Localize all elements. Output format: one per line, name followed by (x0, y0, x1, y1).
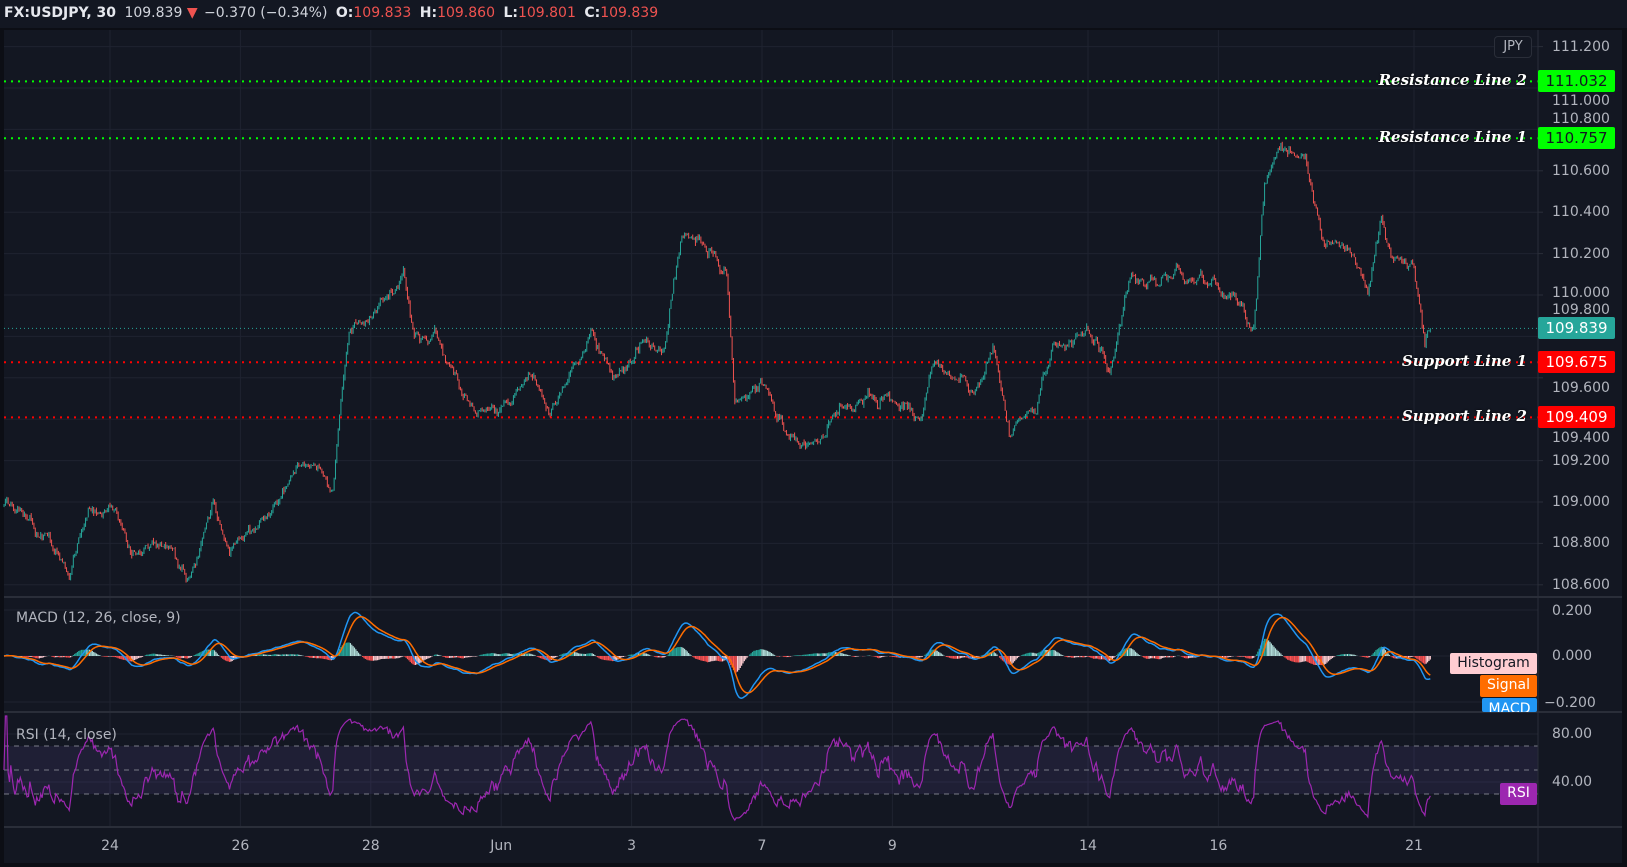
price-axis-label: 111.000 (1552, 93, 1610, 109)
level-label: Support Line 1 (1401, 352, 1527, 371)
time-axis-label: 9 (887, 838, 897, 854)
level-label: Resistance Line 2 (1378, 71, 1527, 90)
level-label: Support Line 2 (1401, 407, 1527, 426)
close-label: C: (584, 5, 601, 21)
current-price-box: 109.839 (1538, 317, 1615, 340)
time-axis-label: 16 (1209, 838, 1228, 854)
signal-line (3, 615, 1431, 694)
triangle-down-icon: ▼ (186, 5, 198, 21)
time-axis-label: Jun (490, 838, 513, 854)
macd-plot (3, 611, 1431, 699)
price-axis-label: 108.800 (1552, 535, 1610, 552)
time-axis-label: 24 (101, 838, 119, 854)
level-price-box: 109.675 (1538, 351, 1615, 374)
low-label: L: (503, 5, 518, 21)
time-axis-label: 14 (1079, 838, 1097, 854)
close-value: 109.839 (600, 5, 659, 21)
signal-legend: Signal (1480, 675, 1537, 697)
candles (3, 141, 1431, 583)
macd-line (3, 611, 1431, 699)
rsi-axis-label: 80.00 (1552, 726, 1593, 742)
price-axis-label: 110.800 (1552, 111, 1610, 127)
time-axis-label: 28 (361, 838, 380, 854)
level-price-box: 110.757 (1538, 127, 1615, 150)
rsi-axis-label: 40.00 (1552, 774, 1593, 790)
level-label: Resistance Line 1 (1378, 128, 1527, 147)
macd-axis-label: 0.200 (1552, 603, 1593, 619)
price-axis-label: 110.400 (1552, 204, 1610, 221)
chart-frame (4, 0, 1622, 863)
price-axis-label: 109.200 (1552, 452, 1610, 469)
price-axis-label: 110.600 (1552, 162, 1610, 179)
symbol-header: FX:USDJPY, 30 109.839 ▼ −0.370 (−0.34%) … (0, 0, 1627, 30)
price-axis-label: 109.000 (1552, 494, 1610, 510)
high-value: 109.860 (437, 5, 495, 21)
macd-legend: MACD (1482, 698, 1537, 712)
rsi-legend: RSI (1500, 783, 1537, 805)
pane-separators (4, 29, 1622, 863)
rsi-line (3, 715, 1431, 822)
histogram-legend: Histogram (1450, 653, 1537, 674)
open-value: 109.833 (353, 5, 412, 21)
time-axis-label: 3 (627, 838, 637, 854)
symbol-title[interactable]: FX:USDJPY, 30 (4, 5, 116, 21)
last-price: 109.839 (124, 5, 183, 21)
price-axis-label: 108.600 (1552, 576, 1610, 593)
high-label: H: (419, 5, 438, 21)
rsi-plot (3, 715, 1431, 822)
price-axis-label: 110.200 (1552, 245, 1610, 262)
macd-axis-label: −0.200 (1544, 695, 1596, 711)
grid (4, 30, 1543, 827)
price-axis-label: 111.200 (1552, 38, 1610, 55)
currency-badge[interactable]: JPY (1494, 36, 1532, 58)
time-axis-label: 26 (231, 838, 250, 854)
level-price-box: 111.032 (1538, 70, 1615, 93)
macd-title[interactable]: MACD (12, 26, close, 9) (16, 610, 181, 626)
time-axis-label: 7 (757, 838, 767, 854)
level-lines (4, 80, 1538, 419)
open-label: O: (335, 5, 354, 21)
low-value: 109.801 (517, 5, 576, 21)
price-axis-label: 109.600 (1552, 380, 1610, 396)
price-axis-label: 109.400 (1552, 430, 1610, 446)
level-price-box: 109.409 (1538, 406, 1615, 429)
rsi-title[interactable]: RSI (14, close) (16, 727, 117, 743)
macd-axis-label: 0.000 (1552, 648, 1593, 664)
time-axis-label: 21 (1405, 838, 1423, 854)
price-axis-label: 109.800 (1552, 302, 1610, 318)
price-axis-label: 110.000 (1552, 285, 1610, 301)
price-change: −0.370 (−0.34%) (204, 5, 328, 21)
